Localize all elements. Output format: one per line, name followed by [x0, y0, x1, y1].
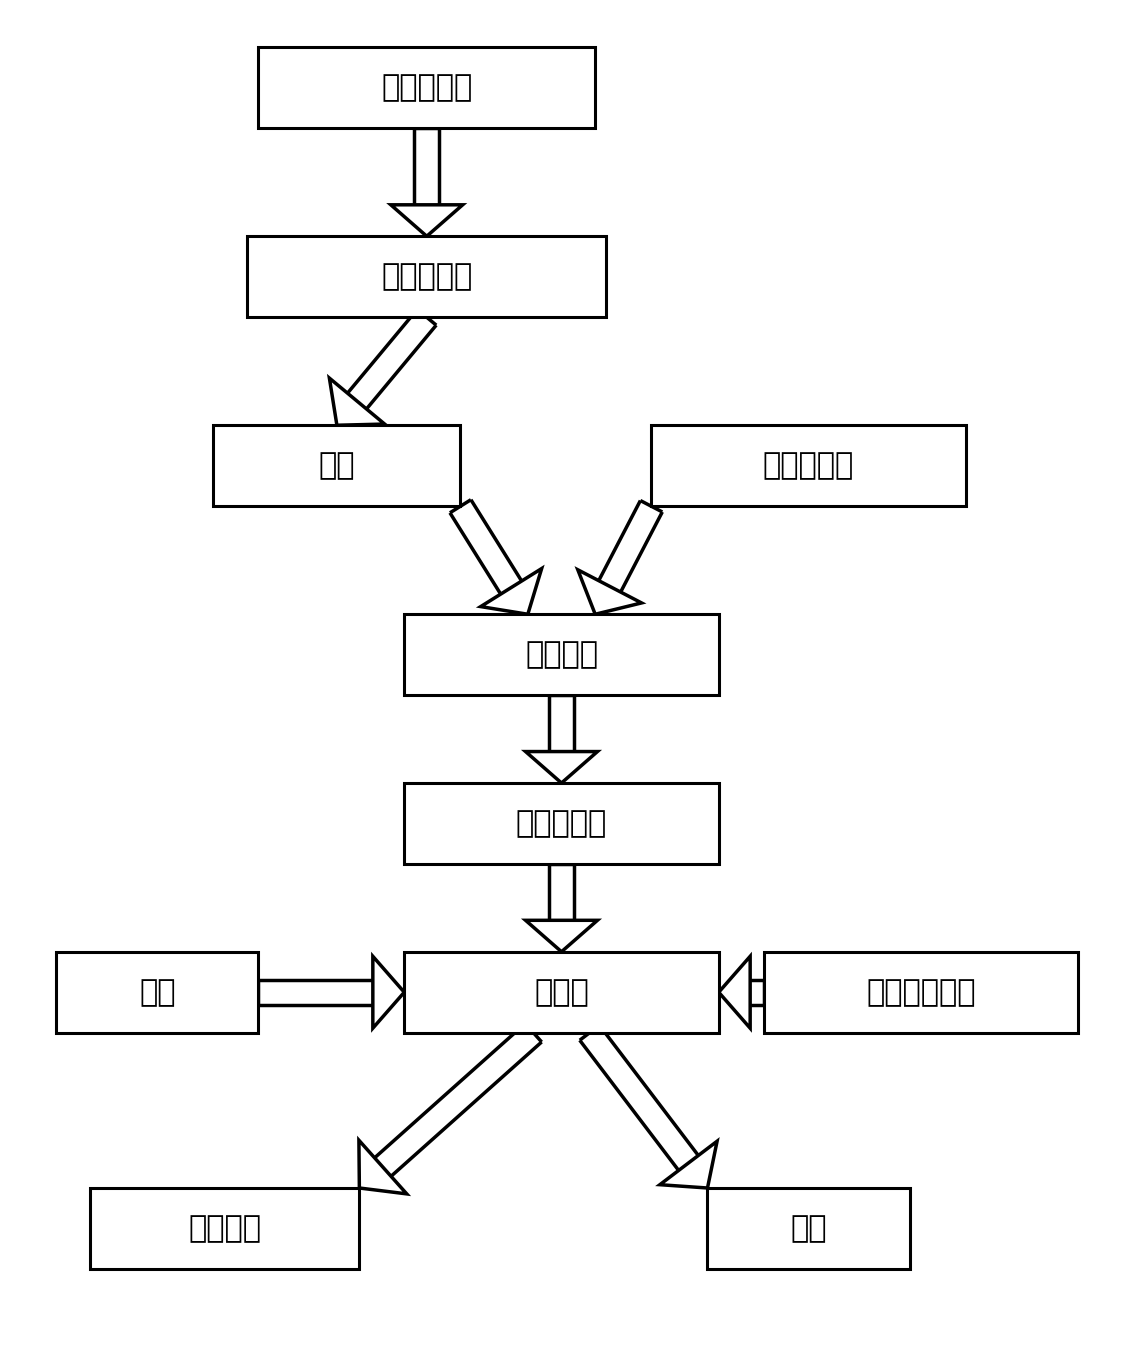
- FancyBboxPatch shape: [213, 425, 460, 506]
- FancyBboxPatch shape: [247, 236, 606, 317]
- Polygon shape: [719, 956, 750, 1029]
- FancyBboxPatch shape: [404, 783, 719, 864]
- FancyBboxPatch shape: [764, 952, 1078, 1033]
- Polygon shape: [526, 921, 597, 952]
- Text: 煌刻合成气: 煌刻合成气: [381, 73, 473, 103]
- Text: 矿热炉: 矿热炉: [535, 977, 588, 1007]
- Text: 锄铁矿球团: 锄铁矿球团: [763, 451, 855, 481]
- Polygon shape: [526, 752, 597, 783]
- Text: 炉渣: 炉渣: [791, 1214, 827, 1243]
- Polygon shape: [359, 1141, 407, 1193]
- FancyBboxPatch shape: [404, 614, 719, 695]
- Text: 预热: 预热: [319, 451, 355, 481]
- FancyBboxPatch shape: [404, 952, 719, 1033]
- FancyBboxPatch shape: [90, 1188, 359, 1269]
- Polygon shape: [373, 956, 404, 1029]
- Text: 电力: 电力: [139, 977, 175, 1007]
- Polygon shape: [329, 378, 385, 425]
- Text: 合成气净化: 合成气净化: [381, 262, 473, 292]
- FancyBboxPatch shape: [56, 952, 258, 1033]
- Polygon shape: [391, 205, 463, 236]
- Polygon shape: [481, 568, 541, 614]
- Text: 反应竖炉: 反应竖炉: [524, 640, 599, 670]
- FancyBboxPatch shape: [651, 425, 966, 506]
- Polygon shape: [660, 1141, 718, 1188]
- Text: 高碳锄铁: 高碳锄铁: [188, 1214, 262, 1243]
- Text: 硅石、无烟煤: 硅石、无烟煤: [866, 977, 976, 1007]
- Polygon shape: [578, 570, 641, 614]
- FancyBboxPatch shape: [258, 47, 595, 128]
- FancyBboxPatch shape: [707, 1188, 910, 1269]
- Text: 金属化球团: 金属化球团: [515, 809, 608, 838]
